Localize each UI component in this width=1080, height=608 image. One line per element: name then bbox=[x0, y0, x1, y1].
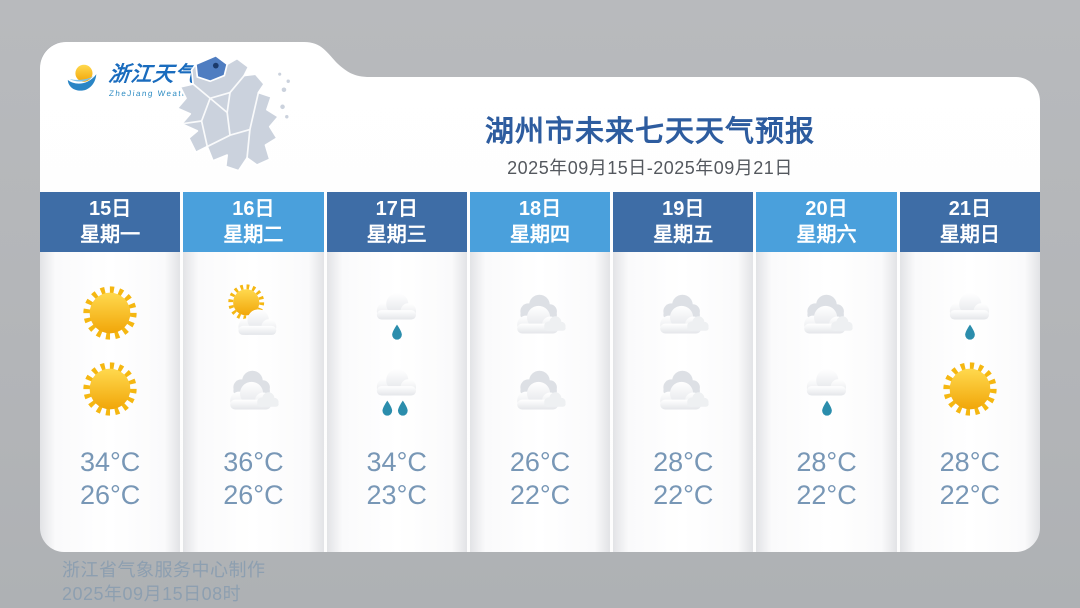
column-body: 26°C 22°C bbox=[470, 252, 610, 552]
date-range: 2025年09月15日-2025年09月21日 bbox=[507, 158, 793, 178]
huzhou-highlight bbox=[196, 56, 227, 82]
high-temp: 36°C bbox=[223, 447, 284, 477]
clouds-icon bbox=[652, 358, 714, 420]
temperature-block: 28°C 22°C bbox=[653, 446, 713, 512]
weekday-label: 星期六 bbox=[796, 224, 857, 246]
low-temp: 22°C bbox=[509, 480, 571, 510]
footer-producer: 浙江省气象服务中心制作 bbox=[62, 560, 266, 580]
weather-icon-night bbox=[79, 358, 141, 420]
footer-issue-time: 2025年09月15日08时 bbox=[62, 584, 242, 604]
high-temp: 28°C bbox=[653, 447, 714, 477]
forecast-column-5: 19日 星期五 28°C 22°C bbox=[613, 192, 753, 552]
weather-icon-day bbox=[509, 282, 571, 344]
weather-icon-day bbox=[222, 282, 284, 344]
temperature-block: 34°C 26°C bbox=[80, 446, 140, 512]
column-body: 28°C 22°C bbox=[900, 252, 1040, 552]
high-temp: 28°C bbox=[939, 447, 1000, 477]
weather-icon-day bbox=[79, 282, 141, 344]
weather-icon-night bbox=[366, 358, 428, 420]
column-body: 34°C 23°C bbox=[327, 252, 467, 552]
temperature-block: 26°C 22°C bbox=[510, 446, 570, 512]
cloud-rain-icon bbox=[366, 358, 428, 420]
column-header: 21日 星期日 bbox=[900, 192, 1040, 252]
date-label: 19日 bbox=[662, 198, 705, 220]
weather-icon-night bbox=[509, 358, 571, 420]
low-temp: 26°C bbox=[223, 480, 284, 510]
cloud-light-rain-icon bbox=[796, 358, 858, 420]
column-body: 28°C 22°C bbox=[756, 252, 896, 552]
weather-icon-day bbox=[939, 282, 1001, 344]
forecast-grid: 15日 星期一 34°C 26°C 16日 星期二 bbox=[40, 192, 1040, 552]
cloud-light-rain-icon bbox=[366, 282, 428, 344]
forecast-column-4: 18日 星期四 26°C 22°C bbox=[470, 192, 610, 552]
forecast-column-3: 17日 星期三 34°C 23°C bbox=[327, 192, 467, 552]
date-label: 17日 bbox=[375, 198, 418, 220]
weather-icon-night bbox=[796, 358, 858, 420]
column-body: 28°C 22°C bbox=[613, 252, 753, 552]
weather-icon-night bbox=[652, 358, 714, 420]
date-label: 15日 bbox=[89, 198, 132, 220]
weather-icon-day bbox=[796, 282, 858, 344]
forecast-column-2: 16日 星期二 36°C 26°C bbox=[183, 192, 323, 552]
sun-icon bbox=[79, 282, 141, 344]
column-header: 16日 星期二 bbox=[183, 192, 323, 252]
forecast-column-7: 21日 星期日 28°C 22°C bbox=[900, 192, 1040, 552]
low-temp: 22°C bbox=[796, 480, 857, 510]
logo: 浙江天气 ZheJiang Weather bbox=[64, 58, 198, 98]
weekday-label: 星期三 bbox=[366, 224, 427, 246]
clouds-icon bbox=[509, 358, 571, 420]
temperature-block: 28°C 22°C bbox=[940, 446, 1000, 512]
high-temp: 26°C bbox=[509, 447, 571, 477]
weekday-label: 星期一 bbox=[80, 224, 141, 246]
column-header: 15日 星期一 bbox=[40, 192, 180, 252]
page-title: 湖州市未来七天天气预报 bbox=[484, 116, 815, 148]
weekday-label: 星期四 bbox=[509, 224, 570, 246]
column-header: 20日 星期六 bbox=[756, 192, 896, 252]
forecast-card: 浙江天气 ZheJiang Weather bbox=[40, 42, 1040, 552]
weekday-label: 星期五 bbox=[653, 224, 714, 246]
weather-icon-day bbox=[652, 282, 714, 344]
column-body: 36°C 26°C bbox=[183, 252, 323, 552]
sun-icon bbox=[79, 358, 141, 420]
low-temp: 23°C bbox=[366, 480, 427, 510]
clouds-icon bbox=[509, 282, 571, 344]
zhejiang-map-icon bbox=[156, 50, 304, 192]
column-body: 34°C 26°C bbox=[40, 252, 180, 552]
column-header: 18日 星期四 bbox=[470, 192, 610, 252]
low-temp: 22°C bbox=[939, 480, 1000, 510]
sun-wave-logo-icon bbox=[64, 59, 102, 97]
weekday-label: 星期二 bbox=[223, 224, 284, 246]
cloud-light-rain-icon bbox=[939, 282, 1001, 344]
date-label: 18日 bbox=[518, 198, 562, 220]
temperature-block: 28°C 22°C bbox=[796, 446, 856, 512]
sun-icon bbox=[939, 358, 1001, 420]
high-temp: 34°C bbox=[79, 447, 141, 477]
low-temp: 22°C bbox=[653, 480, 714, 510]
clouds-icon bbox=[796, 282, 858, 344]
footer: 浙江省气象服务中心制作 2025年09月15日08时 bbox=[62, 558, 266, 606]
weather-icon-day bbox=[366, 282, 428, 344]
forecast-column-1: 15日 星期一 34°C 26°C bbox=[40, 192, 180, 552]
clouds-icon bbox=[222, 358, 284, 420]
low-temp: 26°C bbox=[79, 480, 141, 510]
weekday-label: 星期日 bbox=[939, 224, 1000, 246]
date-label: 20日 bbox=[805, 198, 848, 220]
high-temp: 28°C bbox=[796, 447, 857, 477]
column-header: 17日 星期三 bbox=[327, 192, 467, 252]
temperature-block: 34°C 23°C bbox=[367, 446, 427, 512]
weather-icon-night bbox=[222, 358, 284, 420]
sun-cloud-icon bbox=[222, 282, 284, 344]
forecast-column-6: 20日 星期六 28°C 22°C bbox=[756, 192, 896, 552]
date-label: 16日 bbox=[232, 198, 275, 220]
high-temp: 34°C bbox=[366, 447, 427, 477]
temperature-block: 36°C 26°C bbox=[223, 446, 283, 512]
column-header: 19日 星期五 bbox=[613, 192, 753, 252]
weather-icon-night bbox=[939, 358, 1001, 420]
clouds-icon bbox=[652, 282, 714, 344]
date-label: 21日 bbox=[948, 198, 991, 220]
